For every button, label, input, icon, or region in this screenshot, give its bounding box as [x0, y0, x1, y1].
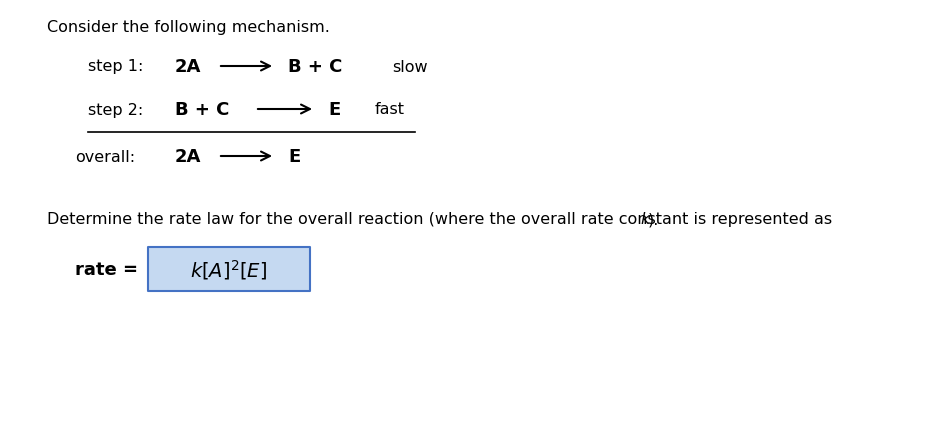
- Text: B + C: B + C: [288, 58, 342, 76]
- Text: Consider the following mechanism.: Consider the following mechanism.: [47, 20, 330, 35]
- Text: $\mathit{k}[\mathit{A}]^2[\mathit{E}]$: $\mathit{k}[\mathit{A}]^2[\mathit{E}]$: [190, 257, 267, 281]
- Text: step 1:: step 1:: [88, 59, 144, 74]
- Text: B + C: B + C: [175, 101, 229, 119]
- Text: 2A: 2A: [175, 148, 202, 166]
- Text: k: k: [640, 212, 650, 227]
- Text: fast: fast: [375, 102, 405, 117]
- Text: E: E: [288, 148, 301, 166]
- Text: ).: ).: [648, 212, 659, 227]
- Text: slow: slow: [392, 59, 428, 74]
- Text: Determine the rate law for the overall reaction (where the overall rate constant: Determine the rate law for the overall r…: [47, 212, 837, 227]
- Text: E: E: [328, 101, 340, 119]
- Text: overall:: overall:: [75, 149, 135, 164]
- Bar: [148, 247, 310, 291]
- Text: 2A: 2A: [175, 58, 202, 76]
- Text: rate =: rate =: [75, 260, 138, 278]
- Text: step 2:: step 2:: [88, 102, 144, 117]
